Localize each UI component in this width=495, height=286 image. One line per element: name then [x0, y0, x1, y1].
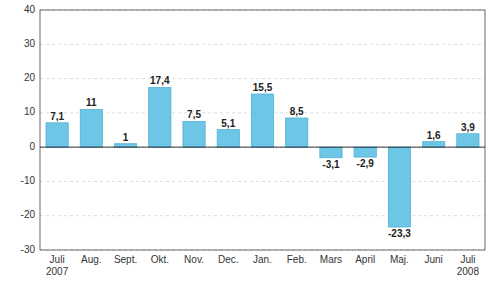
bar [388, 147, 410, 227]
data-label: 1 [123, 132, 129, 143]
y-tick-label: -20 [21, 209, 36, 220]
grid-line [40, 181, 485, 182]
y-tick-label: 10 [24, 106, 36, 117]
data-label: -2,9 [357, 158, 375, 169]
bar [46, 123, 68, 147]
data-label: 8,5 [290, 106, 304, 117]
data-label: 17,4 [150, 75, 170, 86]
y-tick-label: -10 [21, 175, 36, 186]
data-label: 11 [86, 97, 97, 108]
bar [251, 94, 273, 147]
x-tick-label: Feb. [287, 254, 307, 265]
x-tick-label: Juli2007 [46, 254, 69, 277]
x-tick-label: Dec. [218, 254, 239, 265]
data-label: -23,3 [388, 228, 411, 239]
zero-line [40, 147, 485, 148]
y-tick-label: 40 [24, 4, 36, 15]
bar [320, 147, 342, 158]
data-label: 7,1 [50, 111, 64, 122]
bar [286, 118, 308, 147]
bar [80, 109, 102, 147]
x-tick-label: Jan. [253, 254, 272, 265]
bar [114, 144, 136, 147]
x-tick-label: Mars [320, 254, 342, 265]
x-tick-label: Sept. [114, 254, 137, 265]
x-axis: Juli2007 Aug. Sept. Okt. Nov. Dec. Jan. Feb. Mar… [46, 254, 479, 277]
data-label: 1,6 [427, 130, 441, 141]
x-tick-label: Maj. [390, 254, 409, 265]
y-axis: -30 -20 -10 0 10 20 30 40 [21, 4, 36, 255]
grid-line [40, 215, 485, 216]
chart-container: -30-20-100102030407,111117,47,55,115,58,… [0, 0, 495, 286]
data-label: 15,5 [253, 82, 273, 93]
bar [217, 130, 239, 147]
y-tick-label: 30 [24, 38, 36, 49]
grid-line [40, 147, 485, 148]
grid-line [40, 78, 485, 79]
grid [40, 10, 485, 250]
chart: -30-20-100102030407,111117,47,55,115,58,… [0, 0, 495, 286]
data-labels: 7,111117,47,55,115,58,5-3,1-2,9-23,31,63… [50, 75, 475, 239]
bar [183, 121, 205, 147]
y-tick-label: -30 [21, 244, 36, 255]
x-tick-label: Aug. [81, 254, 102, 265]
x-tick-label: Juni [424, 254, 442, 265]
grid-line [40, 44, 485, 45]
bar [423, 142, 445, 147]
plot-frame [40, 10, 485, 250]
x-tick-label: April [355, 254, 375, 265]
bars [46, 87, 479, 227]
x-tick-label: Nov. [184, 254, 204, 265]
bar [354, 147, 376, 157]
data-label: -3,1 [322, 159, 340, 170]
x-tick-label: Okt. [151, 254, 169, 265]
bar [149, 87, 171, 147]
data-label: 7,5 [187, 109, 201, 120]
x-tick-label: Juli2008 [457, 254, 480, 277]
data-label: 5,1 [221, 118, 235, 129]
y-tick-label: 0 [29, 141, 35, 152]
bar [457, 134, 479, 147]
y-tick-label: 20 [24, 72, 36, 83]
data-label: 3,9 [461, 122, 475, 133]
